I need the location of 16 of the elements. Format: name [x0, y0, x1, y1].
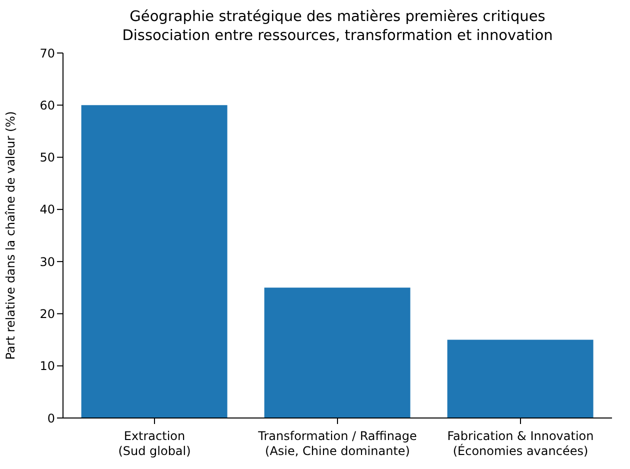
- y-tick-label: 50: [40, 150, 55, 165]
- y-tick-label: 30: [40, 254, 55, 269]
- bar: [447, 340, 594, 418]
- y-tick-label: 20: [40, 306, 55, 321]
- x-tick-label: Extraction (Sud global): [118, 429, 191, 458]
- bar: [81, 105, 228, 418]
- bar: [264, 288, 410, 418]
- y-tick-label: 70: [40, 46, 55, 60]
- y-tick-label: 40: [40, 202, 55, 217]
- y-axis-title: Part relative dans la chaîne de valeur (%): [3, 111, 18, 360]
- y-tick-label: 60: [40, 98, 55, 112]
- x-tick-label: Fabrication & Innovation (Économies avancées): [447, 429, 594, 458]
- y-tick-label: 10: [40, 359, 55, 374]
- chart-title: Géographie stratégique des matières premières critiques Dissociation entre ressources, transformation et innovation: [121, 8, 554, 46]
- x-tick-label: Transformation / Raffinage (Asie, Chine dominante): [257, 429, 417, 458]
- y-tick-label: 0: [47, 411, 55, 426]
